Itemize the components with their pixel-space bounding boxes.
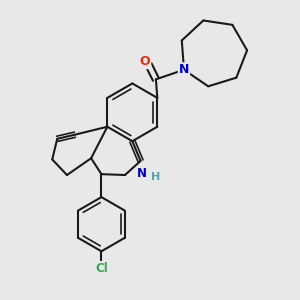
- Text: Cl: Cl: [95, 262, 108, 275]
- Text: O: O: [140, 55, 150, 68]
- Text: H: H: [151, 172, 160, 182]
- Text: N: N: [179, 63, 189, 76]
- Text: N: N: [137, 167, 147, 180]
